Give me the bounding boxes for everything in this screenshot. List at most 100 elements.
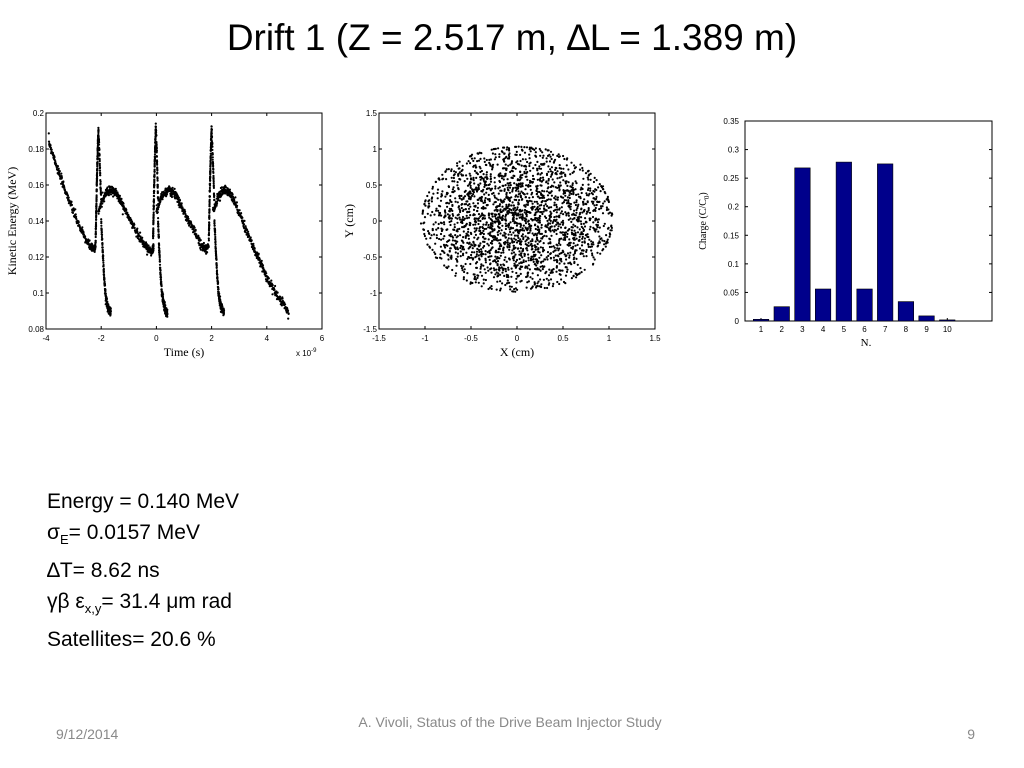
plot1-point xyxy=(152,213,155,216)
footer-page-number: 9 xyxy=(967,726,975,742)
plot2-point xyxy=(596,224,599,227)
plot1-point xyxy=(63,186,66,189)
plot1-point xyxy=(157,220,160,223)
plot2-point xyxy=(530,248,533,251)
plot2-point xyxy=(594,198,597,201)
plot2-point xyxy=(540,254,543,257)
plot1-y-tick-label: 0.1 xyxy=(33,289,45,298)
plot2-point xyxy=(526,271,529,274)
plot2-point xyxy=(548,274,551,277)
plot2-point xyxy=(461,164,464,167)
plot2-point xyxy=(516,162,519,165)
plot2-point xyxy=(462,196,465,199)
plot1-point xyxy=(158,263,162,266)
plot2-point xyxy=(426,212,429,215)
plot1-point xyxy=(133,226,136,230)
plot2-point xyxy=(499,232,502,235)
plot2-point xyxy=(481,225,484,229)
plot2-point xyxy=(519,224,523,227)
plot2-point xyxy=(492,238,495,241)
plot2-point xyxy=(511,227,515,230)
plot2-point xyxy=(609,233,612,236)
footer-date: 9/12/2014 xyxy=(56,726,119,742)
plot2-point xyxy=(573,209,576,212)
plot2-point xyxy=(603,243,606,246)
plot2-point xyxy=(560,260,563,263)
plot2-point xyxy=(490,235,494,238)
plot2-point xyxy=(560,231,563,234)
plot2-point xyxy=(521,184,524,187)
plot2-point xyxy=(574,231,577,234)
plot1-x-tick-label: -2 xyxy=(98,334,106,343)
plot2-point xyxy=(504,270,507,273)
plot2-point xyxy=(602,224,605,228)
plot2-point xyxy=(473,157,476,160)
plot1-point xyxy=(247,230,250,233)
plot2-point xyxy=(435,236,438,240)
plot2-point xyxy=(529,276,532,279)
plot1-point xyxy=(156,160,159,163)
plot1-point xyxy=(153,165,156,168)
plot1-point xyxy=(95,188,98,191)
plot2-point xyxy=(491,215,494,218)
plot1-point xyxy=(157,225,160,228)
plot2-point xyxy=(503,207,506,210)
plot1-point xyxy=(152,205,155,208)
plot1-point xyxy=(101,191,104,194)
plot2-point xyxy=(524,243,527,246)
plot2-point xyxy=(531,239,534,242)
plot2-point xyxy=(545,157,548,160)
plot2-point xyxy=(515,217,518,220)
plot2-point xyxy=(534,240,537,243)
plot2-point xyxy=(585,192,588,195)
plot2-point xyxy=(467,230,470,233)
plot2-point xyxy=(538,256,541,259)
plot2-point xyxy=(501,271,504,274)
plot2-point xyxy=(547,206,550,209)
plot2-point xyxy=(549,198,552,201)
plot2-point xyxy=(546,286,549,290)
plot2-point xyxy=(443,235,446,238)
plot1-point xyxy=(50,148,53,151)
plot1-point xyxy=(211,148,214,151)
plot2-point xyxy=(454,197,457,200)
plot2-point xyxy=(546,205,549,208)
plot2-point xyxy=(466,272,469,275)
plot2-point xyxy=(533,250,536,253)
plot2-point xyxy=(520,261,523,264)
plot2-point xyxy=(572,232,575,235)
plot2-point xyxy=(580,207,583,210)
plot1-point xyxy=(96,175,99,178)
plot2-point xyxy=(575,199,578,202)
plot2-point xyxy=(470,153,474,156)
plot2-point xyxy=(524,175,527,178)
plot1-point xyxy=(236,204,239,207)
plot2-point xyxy=(507,226,510,229)
plot2-point xyxy=(515,281,518,284)
plot2-point xyxy=(495,206,498,209)
plot2-point xyxy=(470,194,474,197)
plot2-point xyxy=(571,183,574,187)
plot2-point xyxy=(540,194,543,197)
plot1-point xyxy=(221,305,224,308)
plot2-point xyxy=(485,163,488,167)
plot2-point xyxy=(473,217,476,220)
plot2-point xyxy=(455,257,458,261)
plot2-point xyxy=(472,189,475,192)
plot2-point xyxy=(495,268,498,271)
plot2-point xyxy=(478,165,481,168)
plot1-point xyxy=(97,129,100,132)
plot2-point xyxy=(560,278,563,281)
plot1-point xyxy=(159,269,162,272)
plot2-point xyxy=(474,256,477,259)
plot1-y-tick-label: 0.16 xyxy=(28,181,44,190)
plot2-y-tick-label: -1.5 xyxy=(363,325,377,334)
plot2-point xyxy=(469,174,472,177)
plot2-point xyxy=(521,249,525,252)
plot2-point xyxy=(549,185,552,189)
plot2-point xyxy=(462,230,465,233)
plot2-point xyxy=(437,214,441,217)
plot2-point xyxy=(563,236,567,239)
plot2-point xyxy=(527,259,530,262)
plot2-point xyxy=(535,264,538,267)
